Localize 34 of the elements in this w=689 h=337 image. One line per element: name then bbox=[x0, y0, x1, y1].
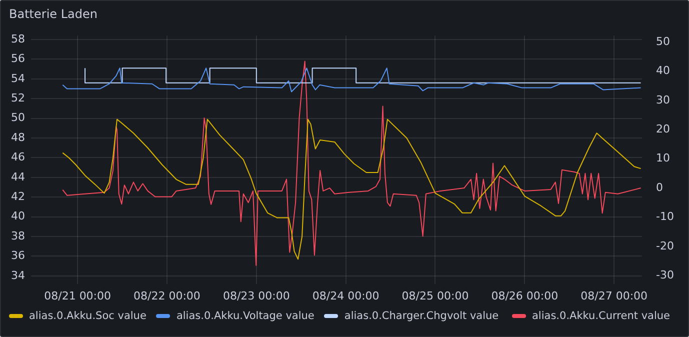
x-tick-label: 08/25 00:00 bbox=[402, 289, 469, 302]
y2-tick-label: 10 bbox=[656, 152, 670, 165]
y2-tick-label: -20 bbox=[656, 239, 674, 252]
y-tick-label: 38 bbox=[10, 229, 25, 242]
y2-tick-label: 20 bbox=[656, 122, 670, 136]
y2-tick-label: -30 bbox=[656, 268, 674, 282]
y2-tick-label: -10 bbox=[656, 210, 674, 224]
chart-title: Batterie Laden bbox=[8, 6, 98, 23]
x-tick-label: 08/21 00:00 bbox=[44, 289, 112, 302]
y-tick-label: 50 bbox=[10, 111, 25, 124]
y2-tick-label: 50 bbox=[656, 34, 670, 48]
y-tick-label: 48 bbox=[10, 130, 25, 144]
y-tick-label: 42 bbox=[10, 190, 25, 203]
y-tick-label: 46 bbox=[10, 150, 25, 164]
y-tick-label: 58 bbox=[10, 32, 25, 46]
x-tick-label: 08/26 00:00 bbox=[491, 289, 558, 302]
x-tick-label: 08/23 00:00 bbox=[222, 289, 290, 302]
y-tick-label: 54 bbox=[10, 72, 25, 85]
y-tick-label: 34 bbox=[10, 268, 25, 282]
legend-label: alias.0.Akku.Current value bbox=[532, 310, 670, 322]
y-tick-label: 44 bbox=[10, 170, 25, 184]
x-tick-label: 08/22 00:00 bbox=[134, 289, 200, 302]
y2-tick-label: 0 bbox=[656, 180, 664, 194]
legend-label: alias.0.Akku.Soc value bbox=[29, 310, 146, 322]
y-tick-label: 52 bbox=[10, 91, 25, 104]
legend-label: alias.0.Akku.Voltage value bbox=[176, 310, 314, 322]
y-tick-label: 36 bbox=[10, 249, 25, 262]
y2-tick-label: 40 bbox=[656, 64, 670, 78]
y-tick-label: 40 bbox=[10, 210, 25, 223]
y2-tick-label: 30 bbox=[656, 93, 670, 106]
y-tick-label: 56 bbox=[10, 52, 25, 66]
x-tick-label: 08/27 00:00 bbox=[580, 289, 648, 302]
x-tick-label: 08/24 00:00 bbox=[312, 289, 380, 302]
legend-label: alias.0.Charger.Chgvolt value bbox=[344, 310, 499, 322]
